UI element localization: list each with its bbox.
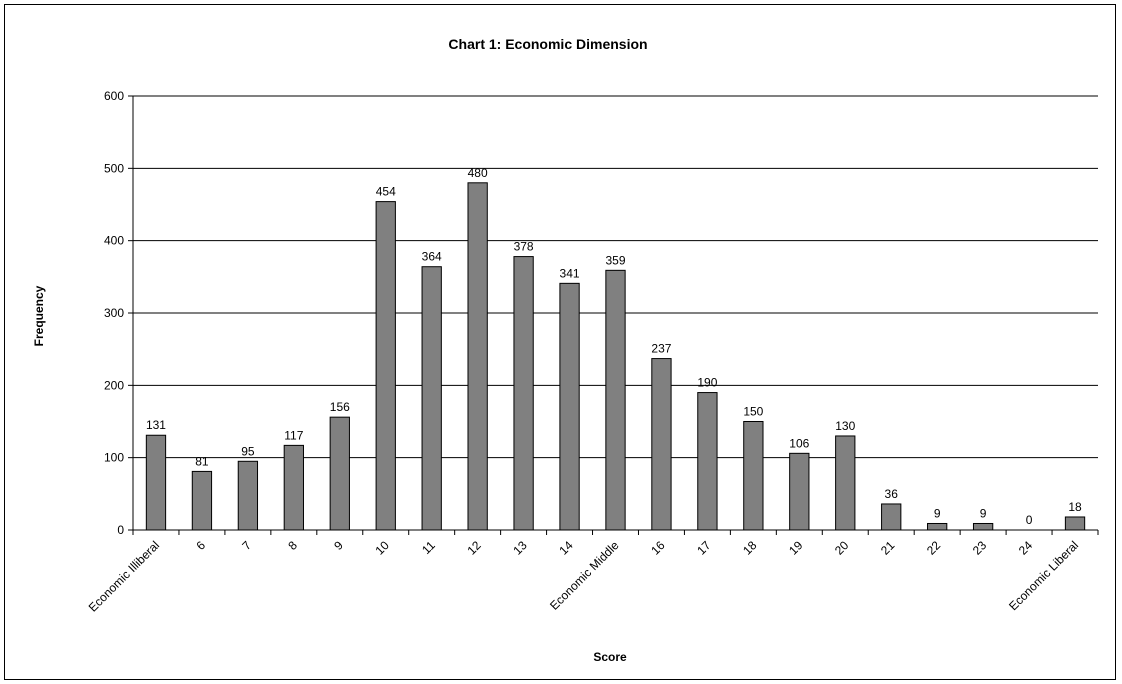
y-tick-label: 0 xyxy=(117,523,124,537)
data-label: 95 xyxy=(241,444,255,458)
bar xyxy=(192,471,211,530)
bar xyxy=(514,257,533,530)
data-label: 9 xyxy=(934,506,941,520)
data-label: 131 xyxy=(146,418,166,432)
bar xyxy=(836,436,855,530)
x-tick-label: 12 xyxy=(464,538,484,558)
data-label: 9 xyxy=(980,506,987,520)
x-tick-label: 22 xyxy=(924,538,944,558)
x-tick-label: 18 xyxy=(740,538,760,558)
chart-title: Chart 1: Economic Dimension xyxy=(448,36,647,52)
bar xyxy=(330,417,349,530)
data-label: 378 xyxy=(514,240,534,254)
bar xyxy=(560,283,579,530)
y-axis-title: Frequency xyxy=(32,285,46,346)
data-label: 36 xyxy=(885,487,899,501)
data-label: 190 xyxy=(697,376,717,390)
data-label: 480 xyxy=(468,166,488,180)
x-tick-label: 23 xyxy=(970,538,990,558)
x-tick-label: 9 xyxy=(331,538,346,553)
x-tick-label: 13 xyxy=(510,538,530,558)
y-tick-label: 200 xyxy=(104,378,124,392)
x-tick-label: 16 xyxy=(648,538,668,558)
data-label: 237 xyxy=(651,342,671,356)
data-label: 341 xyxy=(560,266,580,280)
data-label: 150 xyxy=(743,405,763,419)
data-label: 81 xyxy=(195,454,209,468)
y-tick-label: 300 xyxy=(104,306,124,320)
bar xyxy=(238,461,257,530)
y-tick-label: 100 xyxy=(104,451,124,465)
data-label: 106 xyxy=(789,436,809,450)
x-axis-title: Score xyxy=(593,650,627,664)
bar xyxy=(146,435,165,530)
x-tick-label: 24 xyxy=(1016,538,1036,558)
data-label: 454 xyxy=(376,185,396,199)
x-tick-label: 19 xyxy=(786,538,806,558)
x-tick-label: 21 xyxy=(878,538,898,558)
data-label: 130 xyxy=(835,419,855,433)
bar xyxy=(973,523,992,530)
bar xyxy=(744,422,763,531)
data-label: 364 xyxy=(422,250,442,264)
chart-svg: Chart 1: Economic Dimension Frequency Sc… xyxy=(5,5,1117,681)
x-tick-label: 6 xyxy=(193,538,208,553)
bar xyxy=(468,183,487,530)
x-tick-label: Economic Illiberal xyxy=(86,538,162,614)
x-tick-label: 17 xyxy=(694,538,714,558)
x-tick-label: 7 xyxy=(239,538,254,553)
y-tick-label: 600 xyxy=(104,89,124,103)
bar xyxy=(652,359,671,530)
bars xyxy=(146,183,1084,530)
bar xyxy=(422,267,441,530)
data-label: 117 xyxy=(284,428,303,442)
y-tick-label: 500 xyxy=(104,161,124,175)
x-tick-label: 20 xyxy=(832,538,852,558)
data-label: 0 xyxy=(1026,513,1033,527)
bar xyxy=(284,445,303,530)
bar xyxy=(882,504,901,530)
bar xyxy=(698,393,717,530)
x-tick-label: 8 xyxy=(285,538,300,553)
data-label: 18 xyxy=(1068,500,1082,514)
bar xyxy=(1065,517,1084,530)
bar xyxy=(790,453,809,530)
bar xyxy=(928,523,947,530)
bar xyxy=(376,202,395,530)
bar xyxy=(606,270,625,530)
data-label: 156 xyxy=(330,400,350,414)
x-tick-label: 14 xyxy=(556,538,576,558)
chart-frame: Chart 1: Economic Dimension Frequency Sc… xyxy=(4,4,1116,680)
x-tick-label: 10 xyxy=(373,538,393,558)
x-tick-label: 11 xyxy=(419,538,438,557)
y-tick-label: 400 xyxy=(104,234,124,248)
data-label: 359 xyxy=(605,253,625,267)
